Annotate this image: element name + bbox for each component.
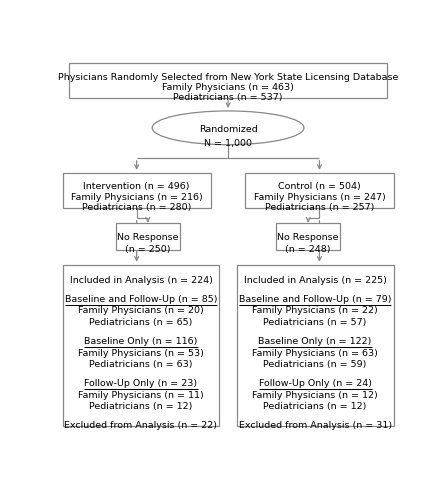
Text: Family Physicians (n = 63): Family Physicians (n = 63) xyxy=(252,349,378,357)
Text: Pediatricians (n = 257): Pediatricians (n = 257) xyxy=(265,204,374,212)
Text: Included in Analysis (n = 225): Included in Analysis (n = 225) xyxy=(244,276,387,285)
FancyBboxPatch shape xyxy=(62,173,211,208)
Text: Control (n = 504): Control (n = 504) xyxy=(278,183,361,191)
Text: (n = 248): (n = 248) xyxy=(286,244,331,254)
Text: Family Physicians (n = 463): Family Physicians (n = 463) xyxy=(162,83,294,92)
Text: (n = 250): (n = 250) xyxy=(125,244,170,254)
Text: Pediatricians (n = 12): Pediatricians (n = 12) xyxy=(89,402,193,412)
Ellipse shape xyxy=(152,111,304,145)
Text: Intervention (n = 496): Intervention (n = 496) xyxy=(83,183,190,191)
Text: Family Physicians (n = 12): Family Physicians (n = 12) xyxy=(252,391,378,400)
Text: Pediatricians (n = 537): Pediatricians (n = 537) xyxy=(173,93,283,102)
Text: No Response: No Response xyxy=(117,233,178,243)
Text: Baseline and Follow-Up (n = 79): Baseline and Follow-Up (n = 79) xyxy=(239,295,392,303)
Text: No Response: No Response xyxy=(278,233,339,243)
Text: N = 1,000: N = 1,000 xyxy=(204,139,252,149)
FancyBboxPatch shape xyxy=(276,223,340,250)
FancyBboxPatch shape xyxy=(69,63,387,98)
FancyBboxPatch shape xyxy=(62,264,219,426)
Text: Pediatricians (n = 57): Pediatricians (n = 57) xyxy=(263,318,367,327)
Text: Included in Analysis (n = 224): Included in Analysis (n = 224) xyxy=(69,276,212,285)
Text: Excluded from Analysis (n = 22): Excluded from Analysis (n = 22) xyxy=(65,421,218,430)
Text: Pediatricians (n = 12): Pediatricians (n = 12) xyxy=(263,402,367,412)
Text: Family Physicians (n = 11): Family Physicians (n = 11) xyxy=(78,391,204,400)
Text: Follow-Up Only (n = 23): Follow-Up Only (n = 23) xyxy=(85,379,198,388)
Text: Family Physicians (n = 247): Family Physicians (n = 247) xyxy=(254,193,385,202)
Text: Family Physicians (n = 22): Family Physicians (n = 22) xyxy=(252,306,378,316)
Text: Baseline and Follow-Up (n = 85): Baseline and Follow-Up (n = 85) xyxy=(65,295,217,303)
Text: Pediatricians (n = 59): Pediatricians (n = 59) xyxy=(263,360,367,369)
FancyBboxPatch shape xyxy=(245,173,394,208)
FancyBboxPatch shape xyxy=(116,223,180,250)
Text: Family Physicians (n = 53): Family Physicians (n = 53) xyxy=(78,349,204,357)
FancyBboxPatch shape xyxy=(237,264,394,426)
Text: Family Physicians (n = 20): Family Physicians (n = 20) xyxy=(78,306,204,316)
Text: Excluded from Analysis (n = 31): Excluded from Analysis (n = 31) xyxy=(239,421,392,430)
Text: Physicians Randomly Selected from New York State Licensing Database: Physicians Randomly Selected from New Yo… xyxy=(58,73,398,81)
Text: Family Physicians (n = 216): Family Physicians (n = 216) xyxy=(71,193,202,202)
Text: Pediatricians (n = 63): Pediatricians (n = 63) xyxy=(89,360,193,369)
Text: Pediatricians (n = 280): Pediatricians (n = 280) xyxy=(82,204,191,212)
Text: Follow-Up Only (n = 24): Follow-Up Only (n = 24) xyxy=(259,379,372,388)
Text: Randomized: Randomized xyxy=(198,126,258,134)
Text: Pediatricians (n = 65): Pediatricians (n = 65) xyxy=(89,318,193,327)
Text: Baseline Only (n = 122): Baseline Only (n = 122) xyxy=(259,337,372,346)
Text: Baseline Only (n = 116): Baseline Only (n = 116) xyxy=(84,337,198,346)
